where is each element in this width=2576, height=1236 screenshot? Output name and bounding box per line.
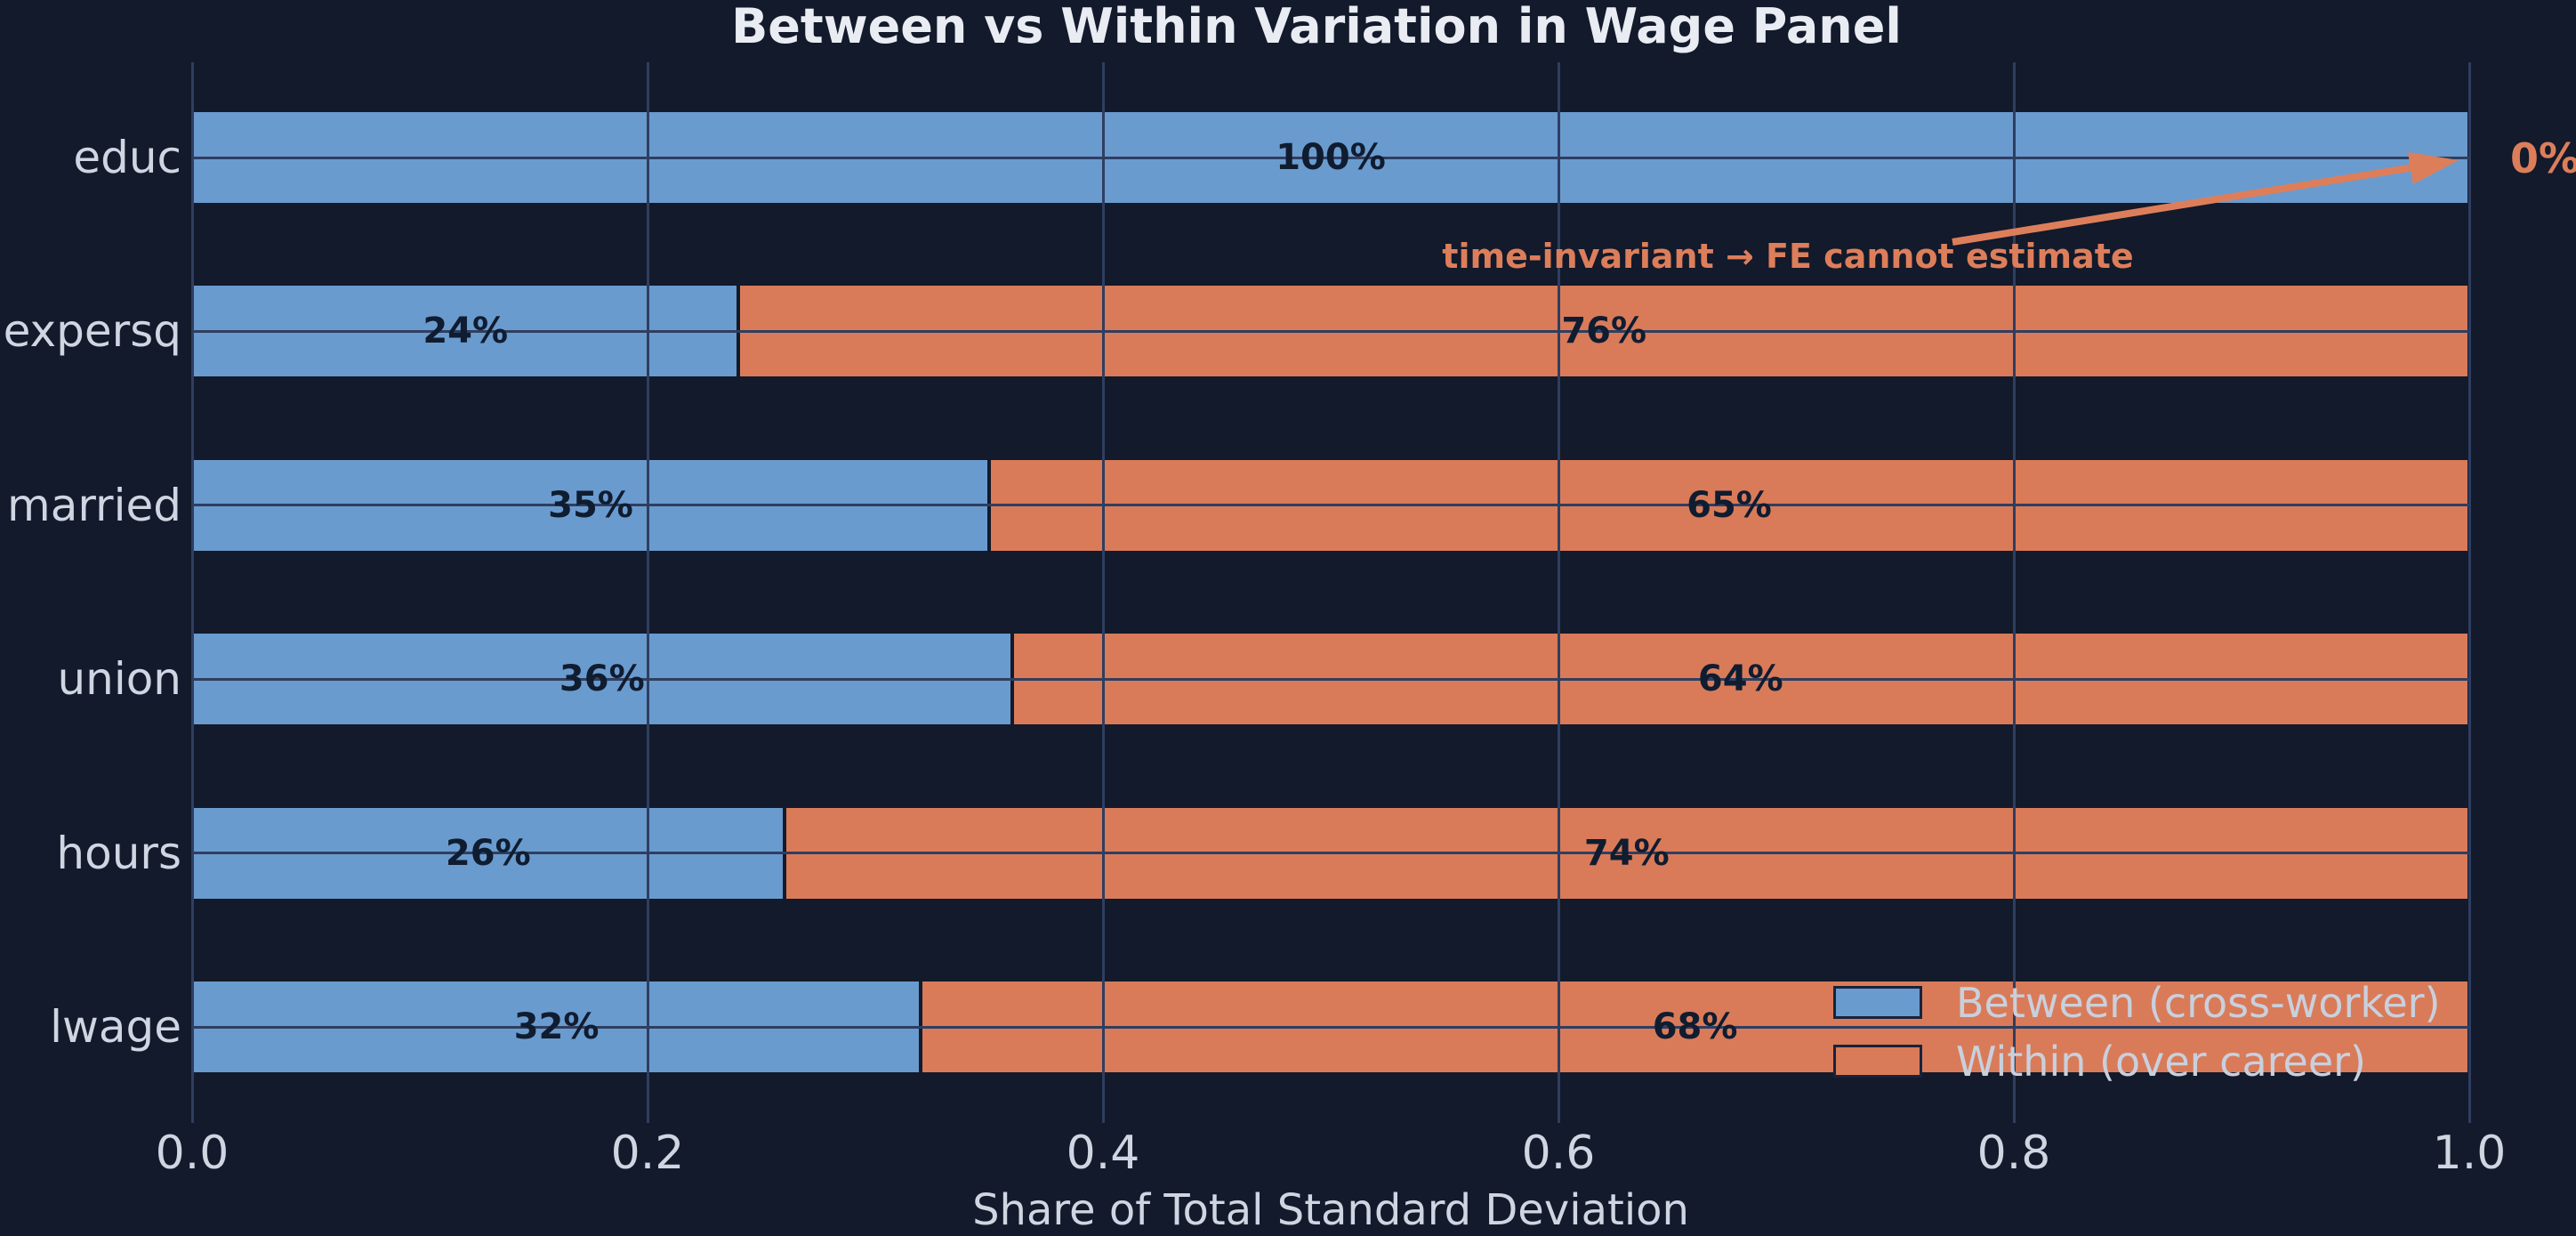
- legend-swatch-between: [1833, 986, 1922, 1019]
- x-tick-label-0.6: 0.6: [1521, 1127, 1596, 1180]
- gridline-x-0.0: [190, 62, 194, 1123]
- category-label-educ: educ: [73, 132, 181, 183]
- legend-item-within: Within (over career): [1833, 1041, 2366, 1082]
- x-tick-label-0.4: 0.4: [1066, 1127, 1140, 1180]
- gridline-x-0.6: [1557, 62, 1560, 1123]
- gridline-y-union: [192, 677, 2469, 681]
- bar-label-between-educ: 100%: [1276, 137, 1386, 178]
- annotation-text: time-invariant → FE cannot estimate: [1442, 237, 2134, 276]
- x-axis-label: Share of Total Standard Deviation: [972, 1185, 1689, 1235]
- x-tick-label-0.8: 0.8: [1976, 1127, 2051, 1180]
- gridline-y-lwage: [192, 1025, 2469, 1029]
- category-label-hours: hours: [56, 827, 181, 879]
- gridline-x-0.4: [1101, 62, 1105, 1123]
- legend-item-between: Between (cross-worker): [1833, 982, 2441, 1023]
- gridline-x-1.0: [2467, 62, 2471, 1123]
- legend-swatch-within: [1833, 1045, 1922, 1078]
- bar-label-between-hours: 26%: [445, 832, 531, 874]
- category-label-union: union: [57, 653, 181, 706]
- bar-label-between-expersq: 24%: [423, 311, 509, 352]
- bar-label-within-hours: 74%: [1583, 832, 1670, 874]
- category-label-lwage: lwage: [50, 1001, 181, 1053]
- bar-label-between-lwage: 32%: [513, 1006, 600, 1047]
- category-label-expersq: expersq: [3, 305, 181, 358]
- x-tick-label-1.0: 1.0: [2432, 1127, 2507, 1180]
- gridline-y-expersq: [192, 329, 2469, 333]
- legend-label-within: Within (over career): [1956, 1037, 2366, 1086]
- category-label-married: married: [7, 479, 181, 531]
- gridline-y-married: [192, 504, 2469, 507]
- bar-label-within-union: 64%: [1697, 658, 1783, 700]
- gridline-x-0.2: [646, 62, 649, 1123]
- bar-label-between-union: 36%: [559, 658, 645, 700]
- gridline-y-hours: [192, 852, 2469, 855]
- gridline-x-0.8: [2012, 62, 2016, 1123]
- legend-label-between: Between (cross-worker): [1956, 978, 2441, 1027]
- bar-label-between-married: 35%: [548, 484, 633, 526]
- chart-title: Between vs Within Variation in Wage Pane…: [731, 0, 1902, 54]
- bar-label-within-married: 65%: [1686, 484, 1772, 526]
- bar-label-within-lwage: 68%: [1652, 1006, 1738, 1047]
- annotation-zero-label: 0%: [2509, 134, 2576, 182]
- x-tick-label-0.2: 0.2: [610, 1127, 685, 1180]
- bar-label-within-expersq: 76%: [1561, 311, 1647, 352]
- x-tick-label-0.0: 0.0: [155, 1127, 229, 1180]
- gridline-y-educ: [192, 156, 2469, 159]
